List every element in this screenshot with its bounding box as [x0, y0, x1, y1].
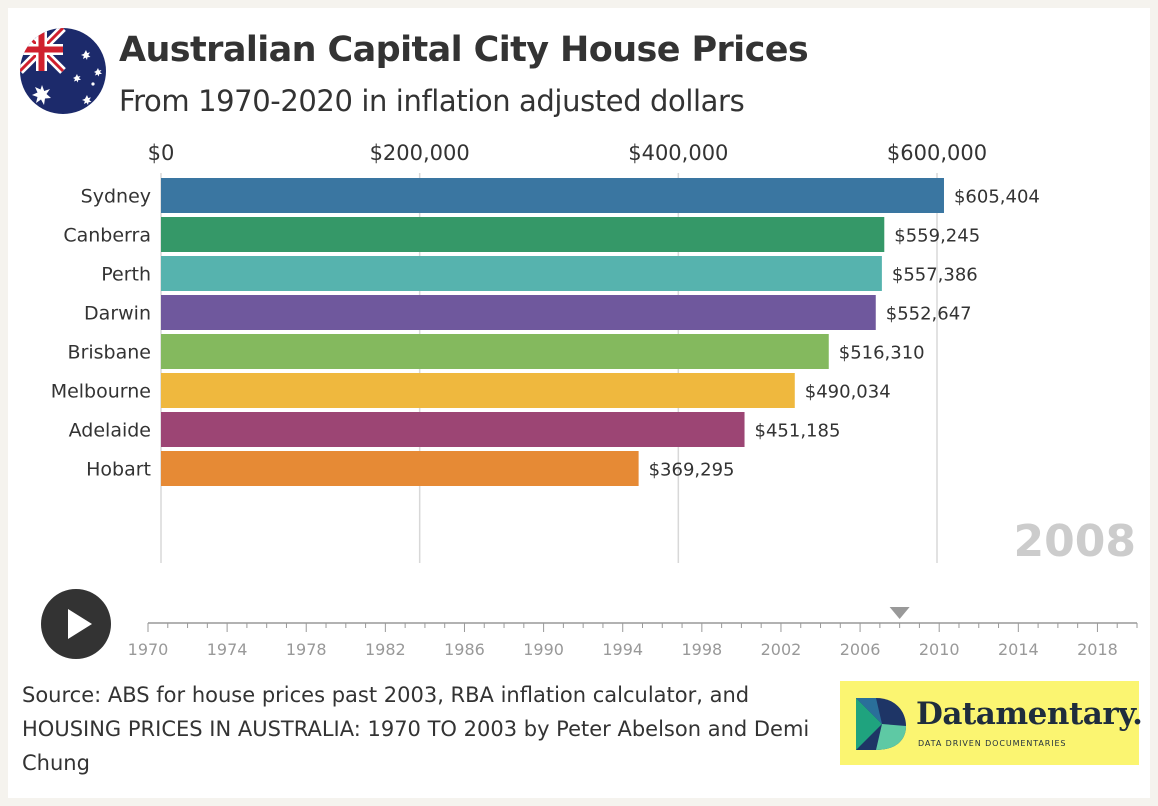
timeline-year-label[interactable]: 1970	[128, 640, 169, 659]
bar	[161, 217, 885, 252]
category-label: Melbourne	[51, 381, 151, 403]
x-tick-label: $0	[148, 141, 175, 165]
timeline-year-label[interactable]: 2018	[1077, 640, 1118, 659]
play-icon	[68, 609, 92, 639]
value-label: $552,647	[886, 304, 972, 325]
category-label: Sydney	[81, 186, 151, 208]
chart-card: Australian Capital City House Prices Fro…	[8, 8, 1150, 798]
x-tick-label: $400,000	[628, 141, 728, 165]
timeline-year-label[interactable]: 1990	[523, 640, 564, 659]
value-label: $369,295	[649, 460, 735, 481]
category-label: Hobart	[86, 459, 151, 481]
value-label: $559,245	[894, 226, 980, 247]
timeline-year-label[interactable]: 2006	[840, 640, 881, 659]
timeline-year-label[interactable]: 1978	[286, 640, 327, 659]
bar	[161, 178, 944, 213]
timeline-year-label[interactable]: 1994	[602, 640, 643, 659]
chart-subtitle: From 1970-2020 in inflation adjusted dol…	[119, 84, 745, 118]
chart-title: Australian Capital City House Prices	[119, 30, 809, 70]
category-label: Brisbane	[68, 342, 151, 364]
x-tick-label: $600,000	[887, 141, 987, 165]
bar-chart: $0 $200,000 $400,000 $600,000 Sydney $605,404…	[51, 141, 1136, 567]
bar	[161, 256, 882, 291]
value-label: $516,310	[839, 343, 925, 364]
current-year-label: 2008	[1014, 516, 1136, 567]
timeline-year-label[interactable]: 1998	[681, 640, 722, 659]
timeline-year-label[interactable]: 2002	[761, 640, 802, 659]
source-note: Source: ABS for house prices past 2003, …	[22, 683, 810, 775]
bar	[161, 295, 876, 330]
category-label: Canberra	[63, 225, 151, 247]
bar	[161, 451, 639, 486]
value-label: $557,386	[892, 265, 978, 286]
x-tick-label: $200,000	[370, 141, 470, 165]
timeline-year-label[interactable]: 2010	[919, 640, 960, 659]
play-button[interactable]	[41, 589, 111, 659]
datamentary-logo[interactable]: Datamentary. DATA DRIVEN DOCUMENTARIES	[840, 681, 1143, 765]
bar	[161, 334, 829, 369]
brand-name: Datamentary.	[916, 696, 1143, 732]
category-label: Perth	[101, 264, 151, 286]
timeline-year-label[interactable]: 2014	[998, 640, 1039, 659]
category-label: Darwin	[84, 303, 151, 325]
value-label: $605,404	[954, 187, 1040, 208]
australian-flag-icon	[20, 28, 106, 114]
bar	[161, 373, 795, 408]
timeline-year-label[interactable]: 1982	[365, 640, 406, 659]
timeline-year-label[interactable]: 1974	[207, 640, 248, 659]
brand-tagline: DATA DRIVEN DOCUMENTARIES	[918, 739, 1067, 748]
category-label: Adelaide	[69, 420, 151, 442]
value-label: $451,185	[755, 421, 841, 442]
datamentary-logo-icon	[856, 698, 906, 750]
bar	[161, 412, 745, 447]
timeline-year-label[interactable]: 1986	[444, 640, 485, 659]
value-label: $490,034	[805, 382, 891, 403]
timeline-marker-icon[interactable]	[889, 607, 910, 619]
